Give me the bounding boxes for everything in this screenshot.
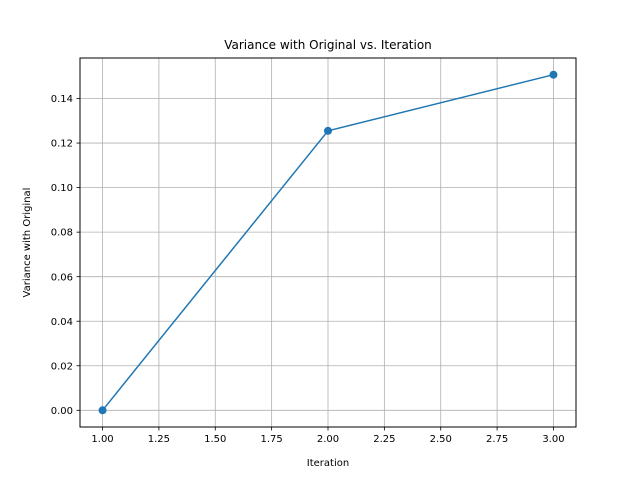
x-tick-label: 2.00: [317, 434, 339, 445]
grid-lines: [80, 58, 576, 427]
y-tick-label: 0.14: [51, 94, 73, 105]
plot-area: [79, 57, 577, 428]
data-point: [324, 126, 332, 135]
x-tick-label: 1.25: [148, 434, 170, 445]
y-axis-label: Variance with Original: [22, 188, 33, 298]
y-tick-label: 0.06: [51, 272, 73, 283]
chart-title: Variance with Original vs. Iteration: [224, 38, 432, 52]
x-tick-label: 1.50: [204, 434, 226, 445]
y-tick-label: 0.08: [51, 228, 73, 239]
x-tick-label: 2.50: [430, 434, 452, 445]
x-tick-label: 2.75: [486, 434, 508, 445]
y-tick-label: 0.10: [51, 183, 73, 194]
y-axis-ticks: 0.00 0.02 0.04 0.06 0.08 0.10 0.12 0.14: [51, 94, 80, 417]
x-axis-label: Iteration: [307, 458, 349, 469]
data-point: [549, 70, 558, 79]
y-tick-label: 0.12: [51, 139, 73, 150]
x-tick-label: 1.00: [91, 434, 113, 445]
data-point: [98, 406, 107, 415]
x-tick-label: 1.75: [261, 434, 283, 445]
y-tick-label: 0.02: [51, 361, 73, 372]
x-tick-label: 3.00: [542, 434, 564, 445]
x-tick-label: 2.25: [373, 434, 395, 445]
y-tick-label: 0.00: [51, 406, 73, 417]
y-tick-label: 0.04: [51, 317, 73, 328]
series-layer: [98, 70, 558, 415]
x-axis-ticks: 1.00 1.25 1.50 1.75 2.00 2.25 2.50 2.75 3.00: [91, 427, 565, 445]
